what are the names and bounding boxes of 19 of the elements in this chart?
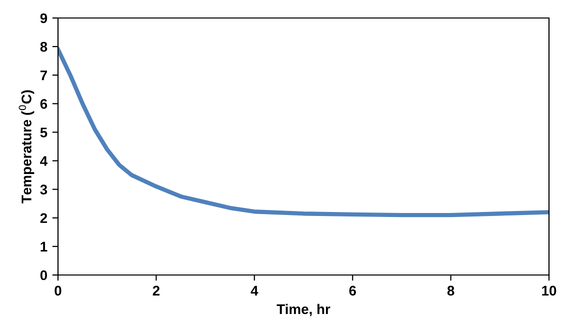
y-tick-label: 0: [40, 270, 48, 280]
y-tick-label: 7: [40, 70, 47, 80]
y-tick-label: 2: [40, 213, 48, 223]
x-axis-title: Time, hr: [276, 304, 330, 316]
y-tick-label: 6: [40, 99, 48, 109]
y-tick-label: 4: [40, 156, 48, 166]
y-tick-label: 1: [40, 242, 48, 252]
x-tick-label: 6: [349, 286, 356, 296]
line-series: [58, 47, 549, 218]
y-tick-label: 9: [40, 13, 48, 24]
y-tick-label: 5: [40, 128, 48, 138]
y-tick-label: 3: [40, 184, 48, 195]
x-tick-label: 0: [54, 286, 62, 296]
y-axis-title: Temperature ($^{0}$C): [18, 90, 34, 204]
x-tick-label: 2: [152, 286, 160, 296]
x-tick-label: 10: [542, 286, 556, 296]
y-tick-label: 8: [40, 42, 48, 52]
x-tick-label: 4: [250, 286, 258, 296]
x-tick-label: 8: [447, 286, 454, 296]
